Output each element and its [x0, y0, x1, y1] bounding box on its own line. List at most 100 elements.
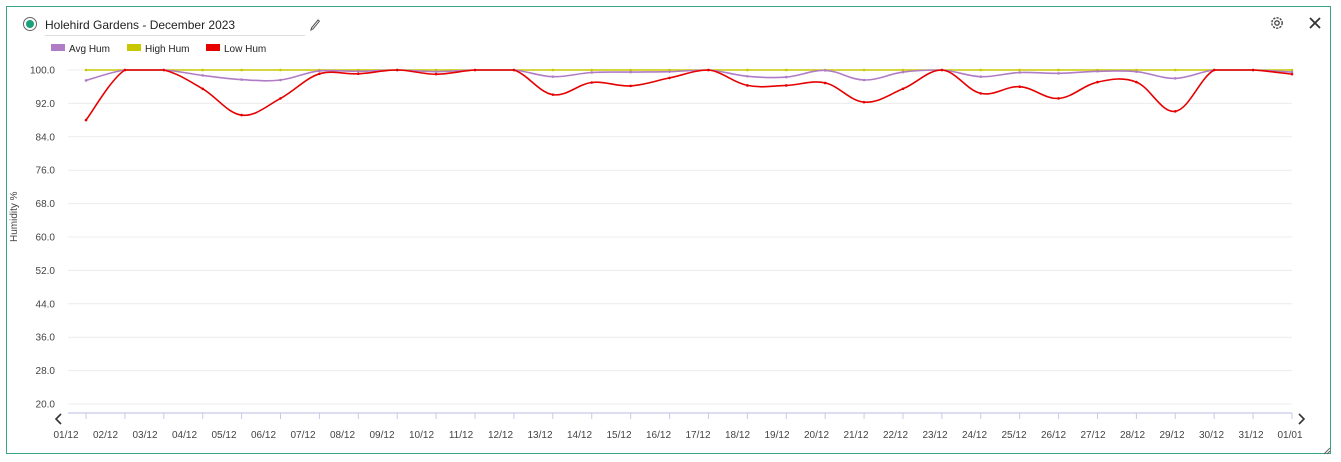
x-tick-label: 12/12	[488, 430, 513, 441]
data-point-low	[823, 81, 827, 85]
data-point-low	[707, 68, 710, 72]
data-point-low	[1251, 68, 1255, 72]
data-point-low	[512, 68, 516, 72]
legend-label-avg: Avg Hum	[69, 44, 110, 55]
y-tick-label: 100.0	[30, 66, 55, 77]
data-point-low	[1018, 85, 1021, 88]
data-point-low	[862, 100, 866, 104]
data-point-high	[1057, 68, 1060, 72]
y-tick-label: 84.0	[36, 132, 56, 143]
data-point-low	[395, 68, 399, 72]
x-tick-label: 29/12	[1159, 430, 1184, 441]
y-tick-label: 28.0	[36, 366, 56, 377]
y-tick-label: 44.0	[36, 299, 56, 310]
data-point-avg	[551, 75, 555, 78]
data-point-avg	[784, 75, 788, 79]
data-point-low	[979, 92, 983, 95]
pencil-icon[interactable]	[309, 17, 321, 31]
x-tick-label: 21/12	[843, 430, 868, 441]
data-point-high	[590, 68, 594, 72]
y-tick-label: 36.0	[36, 333, 56, 344]
x-tick-label: 14/12	[567, 430, 592, 441]
data-point-avg	[240, 78, 243, 81]
data-point-high	[240, 68, 243, 72]
x-tick-label: 25/12	[1001, 430, 1026, 441]
data-point-avg	[1096, 69, 1099, 73]
data-point-low	[473, 68, 477, 72]
data-point-high	[784, 68, 788, 72]
series-line-low	[85, 69, 1293, 121]
close-icon[interactable]	[1307, 15, 1323, 31]
legend-label-low: Low Hum	[224, 44, 267, 55]
widget-title[interactable]: Holehird Gardens - December 2023	[45, 15, 305, 36]
x-tick-label: 03/12	[132, 430, 157, 441]
data-point-low	[162, 68, 166, 72]
x-tick-label: 01/01	[1277, 430, 1302, 441]
data-point-low	[1057, 97, 1060, 100]
data-point-low	[590, 81, 594, 84]
x-tick-label: 04/12	[172, 430, 197, 441]
data-point-high	[201, 68, 205, 72]
y-tick-label: 76.0	[36, 166, 56, 177]
x-tick-label: 19/12	[764, 430, 789, 441]
chevron-right-icon[interactable]	[1298, 413, 1306, 425]
data-point-low	[1135, 80, 1138, 84]
data-point-avg	[629, 70, 632, 74]
data-point-avg	[590, 71, 594, 74]
data-point-low	[279, 97, 282, 100]
x-tick-label: 02/12	[93, 430, 118, 441]
legend-item-low[interactable]: Low Hum	[206, 44, 266, 56]
data-point-low	[668, 76, 671, 80]
status-dot-icon[interactable]	[23, 17, 37, 31]
data-point-low	[784, 84, 788, 87]
gear-icon[interactable]	[1269, 15, 1285, 31]
data-point-avg	[279, 78, 282, 82]
data-point-avg	[357, 69, 360, 73]
x-tick-label: 23/12	[922, 430, 947, 441]
y-tick-label: 20.0	[36, 400, 56, 411]
data-point-avg	[823, 69, 827, 72]
x-tick-label: 18/12	[725, 430, 750, 441]
data-point-high	[746, 68, 749, 72]
legend-swatch-high	[127, 44, 141, 51]
x-tick-label: 30/12	[1199, 430, 1224, 441]
data-point-avg	[1018, 71, 1021, 74]
data-point-high	[551, 68, 555, 72]
data-point-high	[1290, 68, 1294, 72]
data-point-avg	[1290, 70, 1294, 74]
y-tick-label: 92.0	[36, 99, 56, 110]
x-tick-label: 05/12	[211, 430, 236, 441]
data-point-avg	[746, 74, 749, 78]
data-point-low	[1290, 72, 1294, 76]
legend-item-avg[interactable]: Avg Hum	[51, 44, 110, 56]
data-point-high	[279, 68, 282, 72]
x-tick-label: 11/12	[449, 430, 474, 441]
data-point-high	[901, 68, 905, 72]
legend-swatch-avg	[51, 44, 65, 51]
y-tick-label: 68.0	[36, 199, 56, 210]
legend-swatch-low	[206, 44, 220, 51]
legend-item-high[interactable]: High Hum	[127, 44, 189, 56]
x-tick-label: 28/12	[1120, 430, 1145, 441]
data-point-low	[551, 93, 555, 96]
data-point-high	[1173, 68, 1177, 72]
data-point-high	[862, 68, 866, 72]
data-point-avg	[1135, 70, 1138, 73]
data-point-avg	[979, 75, 983, 78]
data-point-low	[1096, 80, 1099, 84]
x-tick-label: 22/12	[883, 430, 908, 441]
data-point-high	[84, 68, 88, 72]
legend-label-high: High Hum	[145, 44, 190, 55]
chevron-left-icon[interactable]	[54, 413, 62, 425]
x-tick-label: 20/12	[804, 430, 829, 441]
x-tick-label: 06/12	[251, 430, 276, 441]
data-point-low	[318, 72, 321, 76]
chart-widget: Holehird Gardens - December 2023 Avg Hum…	[6, 6, 1331, 455]
data-point-low	[940, 68, 944, 72]
x-tick-label: 10/12	[409, 430, 434, 441]
data-point-avg	[84, 79, 88, 82]
data-point-low	[201, 87, 205, 91]
resize-handle-icon[interactable]	[1323, 447, 1331, 455]
data-point-low	[240, 113, 243, 117]
x-tick-label: 31/12	[1238, 430, 1263, 441]
